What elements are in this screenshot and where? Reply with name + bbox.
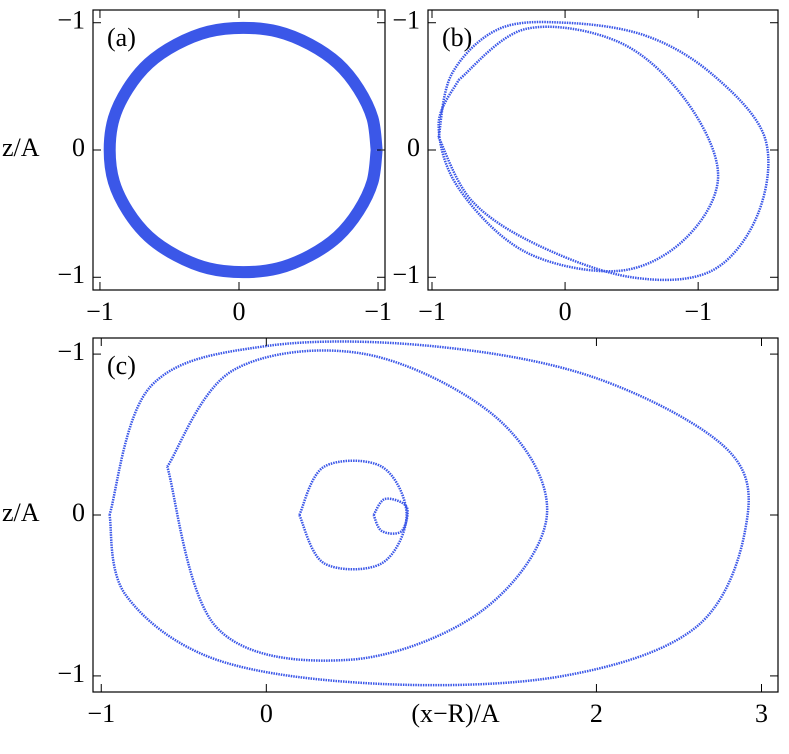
y-tick-label: 0	[407, 133, 420, 162]
y-tick-label: 0	[72, 498, 85, 527]
x-axis-label: (x−R)/A	[411, 699, 500, 728]
panel-label: (b)	[442, 23, 472, 52]
trajectory	[437, 20, 770, 282]
y-axis-label: z/A	[2, 133, 40, 162]
x-tick-label: 2	[590, 699, 603, 728]
y-tick-label: −1	[57, 260, 85, 289]
y-tick-label: 0	[72, 133, 85, 162]
x-tick-label: −1	[418, 297, 446, 326]
x-tick-label: 0	[559, 297, 572, 326]
x-tick-label: −1	[87, 699, 115, 728]
x-tick-label: −1	[86, 297, 114, 326]
trajectory	[103, 21, 383, 279]
y-tick-label: −1	[392, 260, 420, 289]
axes-box	[427, 9, 779, 291]
panel-label: (a)	[107, 23, 136, 52]
axes-box	[92, 9, 386, 291]
y-tick-label: −1	[57, 6, 85, 35]
panel-label: (c)	[107, 351, 136, 380]
y-tick-label: −1	[392, 6, 420, 35]
trajectory	[372, 497, 409, 535]
x-tick-label: 0	[260, 699, 273, 728]
y-axis-label: z/A	[2, 498, 40, 527]
trajectory	[298, 459, 408, 571]
axes-box	[92, 337, 779, 693]
x-tick-label: −1	[684, 297, 712, 326]
x-tick-label: 0	[233, 297, 246, 326]
trajectory	[166, 349, 549, 662]
x-tick-label: 3	[755, 699, 768, 728]
y-tick-label: −1	[57, 337, 85, 366]
trajectory	[437, 25, 720, 273]
trajectory	[108, 340, 750, 687]
y-tick-label: −1	[57, 659, 85, 688]
x-tick-label: −1	[364, 297, 392, 326]
